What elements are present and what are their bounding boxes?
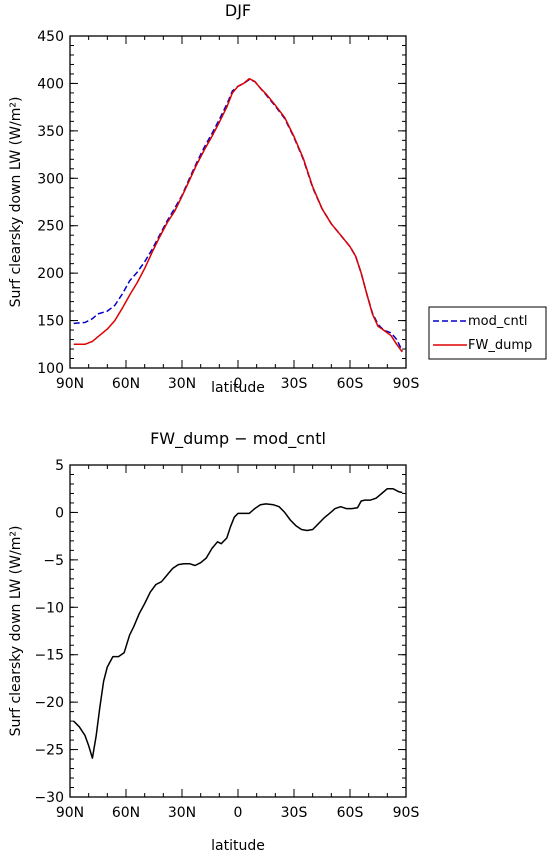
y-tick-label: 100	[37, 361, 64, 377]
legend-box	[428, 306, 547, 360]
x-axis-label: latitude	[211, 380, 265, 396]
legend: mod_cntl FW_dump	[428, 306, 547, 360]
x-tick-label: 0	[234, 376, 243, 392]
y-tick-label: −30	[34, 790, 64, 806]
x-tick-label: 60S	[337, 376, 364, 392]
x-tick-label: 90S	[393, 376, 420, 392]
y-tick-label: 400	[37, 76, 64, 92]
y-tick-label: 200	[37, 266, 64, 282]
x-tick-label: 90S	[393, 805, 420, 821]
series-line-0	[73, 487, 403, 759]
x-tick-label: 30N	[168, 376, 196, 392]
top-panel: DJF 90N 60N 30N 0 30S 60S 90S 100 150 200 250 300 350…	[8, 1, 419, 396]
x-tick-label: 60N	[112, 805, 140, 821]
legend-label-FW-dump: FW_dump	[468, 338, 532, 353]
y-tick-label: −5	[43, 553, 64, 569]
x-tick-label: 90N	[56, 376, 84, 392]
chart-title: DJF	[225, 1, 251, 20]
series-line-mod-cntl	[73, 78, 403, 352]
y-tick-label: −20	[34, 695, 64, 711]
x-tick-label: 30S	[281, 376, 308, 392]
y-tick-label: 0	[55, 505, 64, 521]
plot-frame	[69, 464, 407, 798]
y-tick-label: −15	[34, 648, 64, 664]
y-tick-label: 350	[37, 124, 64, 140]
x-tick-label: 90N	[56, 805, 84, 821]
y-tick-label: 250	[37, 219, 64, 235]
y-axis-label: Surf clearsky down LW (W/m²)	[8, 526, 24, 737]
y-tick-label: −10	[34, 600, 64, 616]
bottom-panel: FW_dump − mod_cntl 90N 60N 30N 0 30S 60S 90S −30…	[8, 429, 419, 851]
y-axis-label: Surf clearsky down LW (W/m²)	[8, 97, 24, 308]
x-axis-label: latitude	[211, 838, 265, 851]
x-tick-label: 0	[234, 805, 243, 821]
x-tick-label: 30S	[281, 805, 308, 821]
series-line-FW-dump	[73, 77, 403, 353]
x-tick-label: 60N	[112, 376, 140, 392]
y-tick-label: 300	[37, 171, 64, 187]
y-tick-label: −25	[34, 743, 64, 759]
y-tick-label: 5	[55, 458, 64, 474]
legend-label-mod-cntl: mod_cntl	[468, 314, 527, 329]
x-tick-label: 60S	[337, 805, 364, 821]
y-tick-label: 150	[37, 314, 64, 330]
x-tick-label: 30N	[168, 805, 196, 821]
chart-title: FW_dump − mod_cntl	[150, 429, 326, 449]
y-tick-label: 450	[37, 29, 64, 45]
